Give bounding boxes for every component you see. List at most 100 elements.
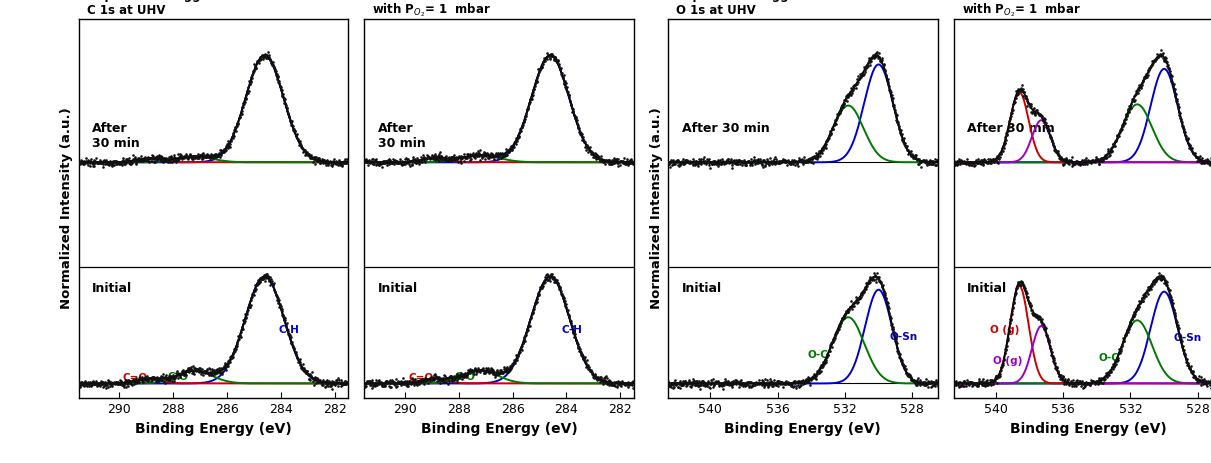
- Point: [533, 62, 552, 69]
- Point: [615, 159, 635, 166]
- Point: [1060, 381, 1079, 388]
- Point: [871, 278, 890, 285]
- Point: [612, 158, 631, 165]
- Point: [401, 380, 420, 387]
- Point: [1165, 88, 1184, 95]
- Point: [661, 381, 681, 388]
- Point: [372, 381, 391, 388]
- Point: [926, 156, 946, 163]
- Point: [201, 153, 220, 160]
- Point: [712, 381, 731, 388]
- Point: [608, 156, 627, 163]
- Point: [728, 160, 747, 168]
- Point: [620, 156, 639, 163]
- Point: [132, 156, 151, 164]
- Point: [606, 157, 625, 164]
- Point: [404, 380, 424, 387]
- Point: [292, 145, 311, 152]
- Point: [550, 65, 569, 72]
- Point: [586, 156, 606, 163]
- Point: [107, 378, 126, 385]
- Point: [810, 152, 830, 159]
- Point: [765, 381, 785, 388]
- Point: [411, 158, 430, 165]
- Point: [988, 372, 1008, 380]
- Point: [1201, 154, 1211, 162]
- Point: [326, 377, 345, 384]
- Point: [797, 159, 816, 166]
- Point: [423, 151, 442, 158]
- Point: [1164, 307, 1183, 314]
- Point: [1078, 381, 1097, 388]
- Point: [516, 332, 535, 339]
- Point: [586, 150, 606, 157]
- Point: [379, 378, 398, 386]
- Point: [578, 365, 597, 373]
- Point: [308, 156, 327, 163]
- Point: [966, 382, 986, 389]
- Point: [846, 79, 866, 86]
- Point: [171, 373, 190, 381]
- Point: [186, 153, 206, 161]
- Point: [1040, 126, 1060, 134]
- Point: [191, 151, 211, 159]
- Point: [490, 154, 510, 162]
- Point: [1118, 113, 1137, 120]
- Point: [458, 150, 477, 158]
- Point: [208, 152, 228, 160]
- Point: [796, 158, 815, 165]
- Point: [333, 159, 352, 167]
- Point: [1204, 160, 1211, 167]
- Point: [231, 107, 251, 115]
- Point: [890, 125, 909, 133]
- Point: [167, 156, 186, 164]
- Point: [163, 156, 183, 164]
- Point: [1060, 379, 1079, 387]
- Point: [147, 374, 166, 382]
- Point: [880, 86, 900, 94]
- Point: [503, 145, 522, 152]
- Point: [843, 89, 862, 97]
- Point: [1127, 87, 1147, 94]
- Point: [922, 157, 941, 165]
- Point: [776, 158, 796, 166]
- Point: [111, 159, 131, 167]
- Point: [562, 100, 581, 107]
- Point: [105, 380, 125, 387]
- Point: [544, 56, 563, 64]
- Point: [1003, 106, 1022, 114]
- Point: [373, 159, 392, 167]
- Point: [285, 344, 304, 352]
- Point: [871, 57, 890, 65]
- Point: [737, 378, 757, 385]
- Point: [294, 147, 314, 154]
- Point: [848, 73, 867, 80]
- Point: [714, 381, 734, 388]
- Point: [1074, 158, 1094, 166]
- Point: [1143, 59, 1163, 67]
- Point: [86, 158, 105, 165]
- Point: [550, 63, 569, 70]
- Point: [1176, 131, 1195, 138]
- Point: [1017, 103, 1037, 110]
- Point: [917, 380, 936, 388]
- Point: [1150, 272, 1170, 280]
- Point: [529, 290, 549, 298]
- Point: [1194, 379, 1211, 386]
- Point: [394, 380, 413, 388]
- Point: [913, 157, 932, 164]
- Point: [1096, 369, 1115, 376]
- Point: [702, 375, 722, 383]
- Point: [446, 154, 465, 162]
- Point: [74, 157, 93, 164]
- Point: [975, 379, 994, 386]
- Point: [1091, 156, 1110, 164]
- Point: [199, 370, 218, 377]
- Point: [1058, 375, 1078, 383]
- Point: [687, 379, 706, 387]
- Point: [1147, 274, 1166, 281]
- Point: [332, 160, 351, 167]
- Point: [467, 152, 487, 160]
- Point: [214, 365, 234, 373]
- Point: [236, 95, 256, 103]
